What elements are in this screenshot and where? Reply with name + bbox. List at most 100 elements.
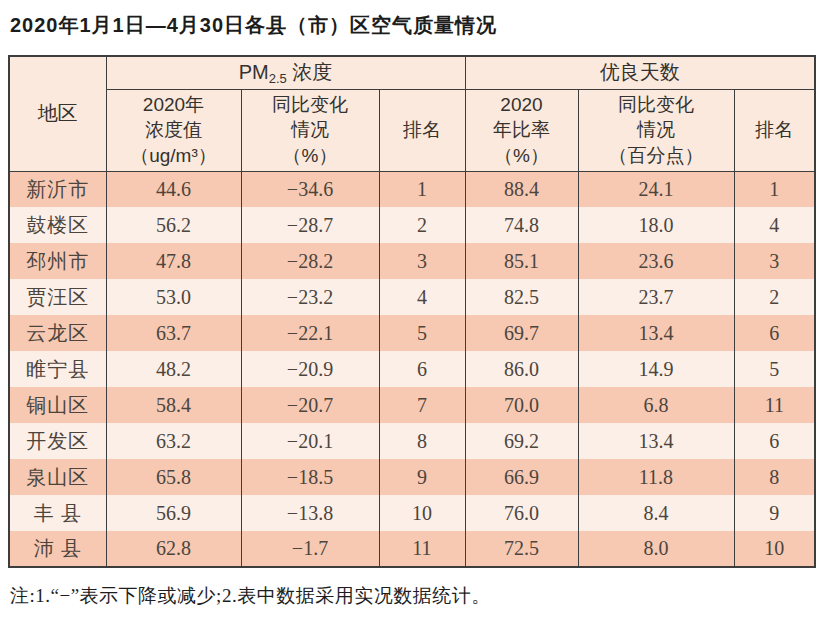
cell-region: 沛 县 <box>9 531 106 567</box>
cell-pm25-change: −20.7 <box>241 387 379 423</box>
pm-label-suffix: 浓度 <box>287 61 333 83</box>
table-row: 丰 县 56.9 −13.8 10 76.0 8.4 9 <box>9 495 815 531</box>
cell-good-change: 24.1 <box>578 171 734 207</box>
cell-pm25-change: −20.1 <box>241 423 379 459</box>
cell-good-change: 13.4 <box>578 423 734 459</box>
table-row: 睢宁县 48.2 −20.9 6 86.0 14.9 5 <box>9 351 815 387</box>
cell-pm25-rank: 8 <box>379 423 465 459</box>
cell-pm25-value: 44.6 <box>106 171 241 207</box>
header-group-pm25: PM2.5 浓度 <box>106 56 465 89</box>
cell-good-ratio: 69.2 <box>465 423 578 459</box>
cell-pm25-change: −28.7 <box>241 207 379 243</box>
cell-pm25-value: 47.8 <box>106 243 241 279</box>
cell-pm25-change: −22.1 <box>241 315 379 351</box>
cell-pm25-rank: 9 <box>379 459 465 495</box>
cell-good-change: 8.0 <box>578 531 734 567</box>
cell-good-rank: 11 <box>734 387 815 423</box>
page-title: 2020年1月1日—4月30日各县（市）区空气质量情况 <box>10 12 817 38</box>
cell-pm25-rank: 6 <box>379 351 465 387</box>
cell-good-change: 18.0 <box>578 207 734 243</box>
cell-good-ratio: 85.1 <box>465 243 578 279</box>
cell-good-ratio: 88.4 <box>465 171 578 207</box>
table-row: 开发区 63.2 −20.1 8 69.2 13.4 6 <box>9 423 815 459</box>
table-row: 鼓楼区 56.2 −28.7 2 74.8 18.0 4 <box>9 207 815 243</box>
cell-good-ratio: 86.0 <box>465 351 578 387</box>
header-region: 地区 <box>9 56 106 171</box>
cell-region: 云龙区 <box>9 315 106 351</box>
cell-pm25-value: 56.9 <box>106 495 241 531</box>
header-good-ratio: 2020 年比率 （%） <box>465 89 578 171</box>
cell-good-change: 6.8 <box>578 387 734 423</box>
cell-good-rank: 1 <box>734 171 815 207</box>
table-row: 铜山区 58.4 −20.7 7 70.0 6.8 11 <box>9 387 815 423</box>
header-group-row: 地区 PM2.5 浓度 优良天数 <box>9 56 815 89</box>
cell-pm25-value: 58.4 <box>106 387 241 423</box>
cell-good-change: 8.4 <box>578 495 734 531</box>
cell-good-ratio: 72.5 <box>465 531 578 567</box>
cell-pm25-rank: 2 <box>379 207 465 243</box>
cell-good-ratio: 82.5 <box>465 279 578 315</box>
cell-good-rank: 9 <box>734 495 815 531</box>
page: 2020年1月1日—4月30日各县（市）区空气质量情况 地区 PM2.5 浓度 … <box>0 0 825 620</box>
table-body: 新沂市 44.6 −34.6 1 88.4 24.1 1 鼓楼区 56.2 −2… <box>9 171 815 567</box>
cell-pm25-change: −28.2 <box>241 243 379 279</box>
table-header: 地区 PM2.5 浓度 优良天数 2020年 浓度值 （ug/m³） 同比变化 … <box>9 56 815 171</box>
cell-good-ratio: 76.0 <box>465 495 578 531</box>
cell-region: 泉山区 <box>9 459 106 495</box>
cell-pm25-rank: 1 <box>379 171 465 207</box>
cell-pm25-change: −1.7 <box>241 531 379 567</box>
cell-good-rank: 10 <box>734 531 815 567</box>
cell-good-change: 11.8 <box>578 459 734 495</box>
header-pm25-rank: 排名 <box>379 89 465 171</box>
cell-pm25-rank: 11 <box>379 531 465 567</box>
cell-good-ratio: 69.7 <box>465 315 578 351</box>
cell-region: 开发区 <box>9 423 106 459</box>
cell-pm25-value: 56.2 <box>106 207 241 243</box>
header-group-good-days: 优良天数 <box>465 56 815 89</box>
cell-pm25-change: −34.6 <box>241 171 379 207</box>
header-good-rank: 排名 <box>734 89 815 171</box>
cell-pm25-value: 63.7 <box>106 315 241 351</box>
cell-pm25-change: −18.5 <box>241 459 379 495</box>
cell-good-rank: 4 <box>734 207 815 243</box>
header-sub-row: 2020年 浓度值 （ug/m³） 同比变化 情况 （%） 排名 2020 年比… <box>9 89 815 171</box>
cell-good-rank: 8 <box>734 459 815 495</box>
cell-pm25-value: 65.8 <box>106 459 241 495</box>
cell-region: 丰 县 <box>9 495 106 531</box>
cell-region: 睢宁县 <box>9 351 106 387</box>
cell-good-change: 23.6 <box>578 243 734 279</box>
cell-pm25-change: −20.9 <box>241 351 379 387</box>
cell-pm25-rank: 4 <box>379 279 465 315</box>
cell-region: 邳州市 <box>9 243 106 279</box>
cell-pm25-rank: 5 <box>379 315 465 351</box>
cell-pm25-value: 63.2 <box>106 423 241 459</box>
cell-region: 鼓楼区 <box>9 207 106 243</box>
pm-label-subscript: 2.5 <box>269 71 287 86</box>
cell-good-rank: 5 <box>734 351 815 387</box>
cell-region: 新沂市 <box>9 171 106 207</box>
cell-good-ratio: 66.9 <box>465 459 578 495</box>
header-good-change: 同比变化 情况 （百分点） <box>578 89 734 171</box>
cell-good-ratio: 70.0 <box>465 387 578 423</box>
footnote: 注:1.“−”表示下降或减少;2.表中数据采用实况数据统计。 <box>10 583 817 609</box>
table-row: 沛 县 62.8 −1.7 11 72.5 8.0 10 <box>9 531 815 567</box>
cell-good-ratio: 74.8 <box>465 207 578 243</box>
table-row: 贾汪区 53.0 −23.2 4 82.5 23.7 2 <box>9 279 815 315</box>
table-row: 新沂市 44.6 −34.6 1 88.4 24.1 1 <box>9 171 815 207</box>
air-quality-table: 地区 PM2.5 浓度 优良天数 2020年 浓度值 （ug/m³） 同比变化 … <box>8 55 816 568</box>
table-row: 泉山区 65.8 −18.5 9 66.9 11.8 8 <box>9 459 815 495</box>
cell-good-change: 13.4 <box>578 315 734 351</box>
cell-good-rank: 2 <box>734 279 815 315</box>
table-row: 邳州市 47.8 −28.2 3 85.1 23.6 3 <box>9 243 815 279</box>
cell-good-rank: 6 <box>734 423 815 459</box>
cell-good-rank: 6 <box>734 315 815 351</box>
cell-pm25-value: 53.0 <box>106 279 241 315</box>
cell-pm25-change: −13.8 <box>241 495 379 531</box>
cell-pm25-value: 62.8 <box>106 531 241 567</box>
cell-good-rank: 3 <box>734 243 815 279</box>
pm-label-prefix: PM <box>239 61 269 83</box>
header-pm25-change: 同比变化 情况 （%） <box>241 89 379 171</box>
cell-pm25-change: −23.2 <box>241 279 379 315</box>
cell-pm25-value: 48.2 <box>106 351 241 387</box>
cell-pm25-rank: 10 <box>379 495 465 531</box>
